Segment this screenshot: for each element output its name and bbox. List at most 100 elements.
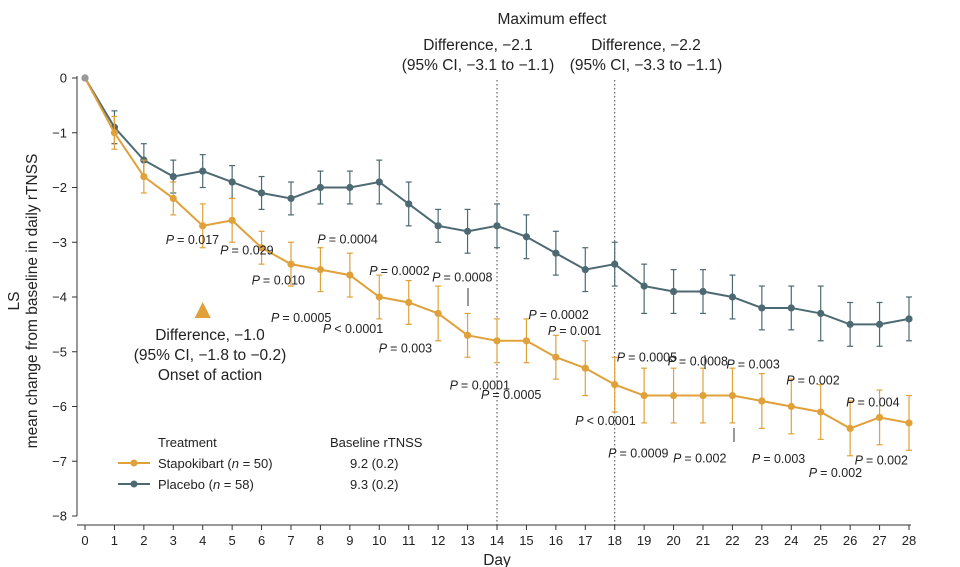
onset-label: Onset of action bbox=[158, 367, 262, 384]
x-tick-label: 12 bbox=[431, 533, 445, 548]
day18-ci: (95% CI, −3.3 to −1.1) bbox=[570, 57, 723, 74]
x-tick-label: 19 bbox=[637, 533, 651, 548]
legend-entry-stapokibart: Stapokibart (n = 50) bbox=[158, 456, 273, 471]
data-point-stapokibart bbox=[728, 391, 737, 400]
x-tick-label: 9 bbox=[346, 533, 353, 548]
x-axis-label: Day bbox=[483, 552, 511, 567]
data-point-stapokibart bbox=[758, 397, 766, 405]
data-point-stapokibart bbox=[375, 293, 383, 301]
p-value-label: P = 0.017 bbox=[166, 233, 219, 247]
legend-marker-placebo bbox=[130, 480, 138, 488]
data-point-placebo bbox=[169, 172, 177, 181]
y-axis-label: LS mean change from baseline in daily rT… bbox=[6, 154, 41, 449]
p-value-label: P = 0.010 bbox=[252, 274, 305, 288]
data-point-placebo bbox=[257, 189, 266, 197]
p-value-label: P = 0.0004 bbox=[317, 233, 377, 247]
p-value-label: P = 0.0009 bbox=[608, 447, 668, 461]
data-point-placebo bbox=[611, 260, 619, 268]
x-tick-label: 1 bbox=[111, 533, 118, 548]
x-tick-label: 3 bbox=[170, 533, 177, 548]
p-value-label: P = 0.0002 bbox=[528, 308, 588, 322]
data-point-placebo bbox=[640, 282, 648, 290]
y-tick-label: 0 bbox=[60, 71, 67, 86]
p-value-label: P = 0.003 bbox=[726, 358, 779, 372]
y-axis-label-line2: mean change from baseline in daily rTNSS bbox=[24, 154, 41, 449]
legend-header-baseline: Baseline rTNSS bbox=[330, 435, 423, 450]
data-point-stapokibart bbox=[199, 222, 207, 230]
data-point-placebo bbox=[875, 320, 884, 328]
data-point-placebo bbox=[581, 266, 589, 274]
x-tick-label: 23 bbox=[755, 533, 769, 548]
p-value-label: P = 0.004 bbox=[846, 395, 899, 409]
day14-ci: (95% CI, −3.1 to −1.1) bbox=[402, 57, 555, 74]
x-tick-label: 28 bbox=[902, 533, 916, 548]
p-value-label: P = 0.029 bbox=[220, 243, 273, 257]
series-layer bbox=[81, 74, 913, 457]
max-effect-lines bbox=[496, 80, 616, 525]
x-tick-label: 7 bbox=[287, 533, 294, 548]
x-tick-label: 4 bbox=[199, 533, 206, 548]
series-placebo bbox=[81, 74, 913, 347]
data-point-stapokibart bbox=[611, 381, 619, 389]
y-tick-label: −4 bbox=[52, 290, 67, 305]
p-value-label: P = 0.002 bbox=[786, 374, 839, 388]
x-tick-label: 18 bbox=[607, 533, 621, 548]
onset-ci: (95% CI, −1.8 to −0.2) bbox=[134, 347, 287, 364]
data-point-stapokibart bbox=[287, 260, 295, 268]
y-tick-label: −6 bbox=[52, 399, 67, 414]
x-tick-label: 15 bbox=[519, 533, 533, 548]
data-point-placebo bbox=[463, 227, 472, 235]
p-value-label: P = 0.0008 bbox=[668, 355, 728, 369]
data-point-placebo bbox=[552, 249, 560, 257]
data-point-stapokibart bbox=[552, 353, 560, 361]
x-tick-label: 24 bbox=[784, 533, 798, 548]
chart-title: Maximum effect bbox=[497, 11, 607, 28]
x-tick-label: 16 bbox=[549, 533, 563, 548]
p-value-label: P = 0.003 bbox=[752, 452, 805, 466]
data-point-placebo bbox=[669, 287, 678, 296]
data-point-stapokibart bbox=[110, 129, 119, 137]
y-tick-label: −3 bbox=[52, 235, 67, 250]
y-tick-label: −2 bbox=[52, 180, 67, 195]
data-point-stapokibart bbox=[522, 337, 531, 345]
p-value-label: P < 0.0001 bbox=[575, 414, 635, 428]
x-tick-label: 0 bbox=[81, 533, 88, 548]
data-point-placebo bbox=[728, 293, 737, 301]
y-tick-label: −5 bbox=[52, 344, 67, 359]
data-point-stapokibart bbox=[905, 419, 913, 427]
legend: Treatment Baseline rTNSS Stapokibart (n … bbox=[118, 435, 423, 492]
data-point-stapokibart bbox=[493, 337, 501, 345]
legend-name-placebo: Placebo bbox=[158, 477, 205, 492]
data-point-placebo bbox=[817, 309, 825, 318]
legend-marker-stapokibart bbox=[130, 459, 138, 467]
onset-difference: Difference, −1.0 bbox=[155, 327, 265, 344]
day14-difference: Difference, −2.1 bbox=[423, 37, 533, 54]
data-point-stapokibart bbox=[316, 266, 325, 274]
p-value-label: P = 0.0005 bbox=[481, 388, 541, 402]
data-point-placebo bbox=[846, 320, 854, 328]
day18-difference: Difference, −2.2 bbox=[591, 37, 701, 54]
data-point-stapokibart bbox=[405, 298, 413, 307]
p-value-label: P = 0.0008 bbox=[432, 270, 492, 284]
data-point-stapokibart bbox=[81, 74, 89, 82]
data-point-stapokibart bbox=[669, 391, 678, 400]
data-point-stapokibart bbox=[787, 402, 795, 411]
data-point-stapokibart bbox=[140, 172, 148, 181]
data-point-placebo bbox=[905, 315, 913, 323]
y-tick-label: −1 bbox=[52, 125, 67, 140]
legend-name-stapokibart: Stapokibart bbox=[158, 456, 224, 471]
data-point-placebo bbox=[758, 304, 766, 312]
p-value-label: P = 0.002 bbox=[809, 466, 862, 480]
p-value-label: P = 0.002 bbox=[673, 452, 726, 466]
data-point-stapokibart bbox=[846, 424, 854, 432]
data-point-placebo bbox=[228, 178, 236, 186]
p-value-label: P = 0.0005 bbox=[617, 351, 677, 365]
data-point-stapokibart bbox=[434, 309, 442, 318]
p-value-label: P = 0.0005 bbox=[271, 311, 331, 325]
data-point-placebo bbox=[787, 304, 795, 312]
data-point-placebo bbox=[405, 200, 413, 208]
x-tick-label: 27 bbox=[872, 533, 886, 548]
legend-n-stapokibart: 50 bbox=[254, 456, 268, 471]
axes: 0−1−2−3−4−5−6−7−80 1 2 3 4 5 6 7 8 9 10 11 12 13 14 15 1… bbox=[52, 71, 916, 549]
